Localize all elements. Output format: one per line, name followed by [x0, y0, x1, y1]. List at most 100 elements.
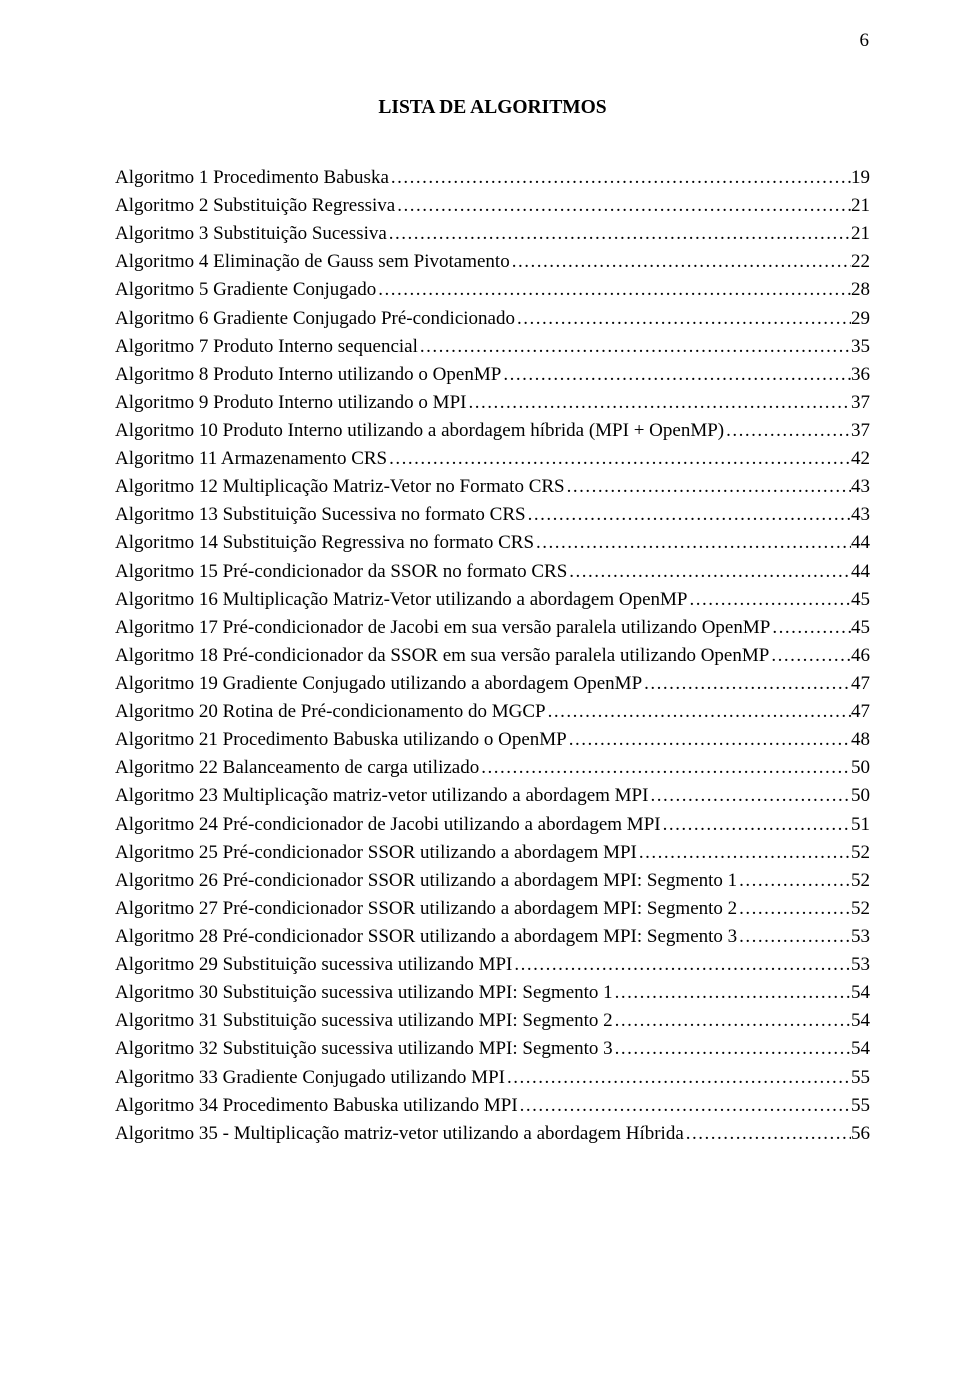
toc-dot-leader: ........................................…: [567, 558, 851, 586]
toc-entry-label: Algoritmo 24 Pré-condicionador de Jacobi…: [115, 811, 661, 839]
toc-dot-leader: ........................................…: [376, 276, 851, 304]
toc-entry: Algoritmo 13 Substituição Sucessiva no f…: [115, 501, 870, 529]
toc-entry: Algoritmo 10 Produto Interno utilizando …: [115, 417, 870, 445]
toc-entry: Algoritmo 2 Substituição Regressiva.....…: [115, 192, 870, 220]
toc-entry: Algoritmo 18 Pré-condicionador da SSOR e…: [115, 642, 870, 670]
toc-entry-page: 36: [851, 361, 870, 389]
toc-dot-leader: ........................................…: [637, 839, 851, 867]
toc-dot-leader: ........................................…: [510, 248, 851, 276]
toc-dot-leader: ........................................…: [418, 333, 851, 361]
toc-entry-page: 54: [851, 1007, 870, 1035]
toc-entry-page: 46: [851, 642, 870, 670]
toc-dot-leader: ........................................…: [565, 473, 851, 501]
toc-entry-label: Algoritmo 20 Rotina de Pré-condicionamen…: [115, 698, 546, 726]
toc-entry-label: Algoritmo 33 Gradiente Conjugado utiliza…: [115, 1064, 505, 1092]
toc-entry: Algoritmo 11 Armazenamento CRS..........…: [115, 445, 870, 473]
toc-dot-leader: ........................................…: [724, 417, 851, 445]
toc-entry-label: Algoritmo 34 Procedimento Babuska utiliz…: [115, 1092, 518, 1120]
toc-dot-leader: ........................................…: [387, 220, 851, 248]
toc-entry: Algoritmo 21 Procedimento Babuska utiliz…: [115, 726, 870, 754]
toc-entry-label: Algoritmo 32 Substituição sucessiva util…: [115, 1035, 613, 1063]
toc-entry: Algoritmo 6 Gradiente Conjugado Pré-cond…: [115, 305, 870, 333]
toc-dot-leader: ........................................…: [389, 164, 851, 192]
toc-entry-page: 53: [851, 923, 870, 951]
toc-entry-label: Algoritmo 10 Produto Interno utilizando …: [115, 417, 724, 445]
toc-entry-label: Algoritmo 28 Pré-condicionador SSOR util…: [115, 923, 737, 951]
toc-dot-leader: ........................................…: [688, 586, 852, 614]
toc-dot-leader: ........................................…: [466, 389, 851, 417]
toc-entry-label: Algoritmo 25 Pré-condicionador SSOR util…: [115, 839, 637, 867]
toc-entry-page: 53: [851, 951, 870, 979]
toc-entry-label: Algoritmo 14 Substituição Regressiva no …: [115, 529, 534, 557]
toc-entry-page: 51: [851, 811, 870, 839]
toc-dot-leader: ........................................…: [737, 923, 851, 951]
toc-entry-page: 19: [851, 164, 870, 192]
toc-entry-label: Algoritmo 6 Gradiente Conjugado Pré-cond…: [115, 305, 515, 333]
toc-entry: Algoritmo 31 Substituição sucessiva util…: [115, 1007, 870, 1035]
toc-dot-leader: ........................................…: [518, 1092, 851, 1120]
toc-title: LISTA DE ALGORITMOS: [115, 97, 870, 119]
toc-dot-leader: ........................................…: [770, 614, 851, 642]
toc-entry-page: 43: [851, 501, 870, 529]
toc-entry: Algoritmo 22 Balanceamento de carga util…: [115, 754, 870, 782]
toc-entry: Algoritmo 30 Substituição sucessiva util…: [115, 979, 870, 1007]
toc-entry: Algoritmo 12 Multiplicação Matriz-Vetor …: [115, 473, 870, 501]
toc-entry-page: 44: [851, 558, 870, 586]
toc-entry: Algoritmo 14 Substituição Regressiva no …: [115, 529, 870, 557]
toc-entry-label: Algoritmo 17 Pré-condicionador de Jacobi…: [115, 614, 770, 642]
toc-entry-label: Algoritmo 29 Substituição sucessiva util…: [115, 951, 512, 979]
toc-entry: Algoritmo 17 Pré-condicionador de Jacobi…: [115, 614, 870, 642]
toc-entry: Algoritmo 7 Produto Interno sequencial..…: [115, 333, 870, 361]
toc-entry: Algoritmo 1 Procedimento Babuska........…: [115, 164, 870, 192]
toc-entry: Algoritmo 25 Pré-condicionador SSOR util…: [115, 839, 870, 867]
toc-entry-label: Algoritmo 2 Substituição Regressiva: [115, 192, 395, 220]
toc-entry-page: 44: [851, 529, 870, 557]
toc-entry-label: Algoritmo 9 Produto Interno utilizando o…: [115, 389, 466, 417]
toc-entry-label: Algoritmo 13 Substituição Sucessiva no f…: [115, 501, 526, 529]
toc-entry-page: 54: [851, 979, 870, 1007]
toc-entry-label: Algoritmo 18 Pré-condicionador da SSOR e…: [115, 642, 769, 670]
toc-entry-label: Algoritmo 7 Produto Interno sequencial: [115, 333, 418, 361]
toc-entry: Algoritmo 19 Gradiente Conjugado utiliza…: [115, 670, 870, 698]
toc-entry-label: Algoritmo 31 Substituição sucessiva util…: [115, 1007, 613, 1035]
toc-dot-leader: ........................................…: [642, 670, 851, 698]
toc-dot-leader: ........................................…: [684, 1120, 851, 1148]
toc-entry-page: 45: [851, 614, 870, 642]
toc-entry-label: Algoritmo 21 Procedimento Babuska utiliz…: [115, 726, 567, 754]
toc-entry-label: Algoritmo 30 Substituição sucessiva util…: [115, 979, 613, 1007]
toc-entry-label: Algoritmo 12 Multiplicação Matriz-Vetor …: [115, 473, 565, 501]
toc-dot-leader: ........................................…: [501, 361, 851, 389]
toc-dot-leader: ........................................…: [395, 192, 851, 220]
toc-entry: Algoritmo 33 Gradiente Conjugado utiliza…: [115, 1064, 870, 1092]
toc-dot-leader: ........................................…: [526, 501, 851, 529]
toc-entry-label: Algoritmo 23 Multiplicação matriz-vetor …: [115, 782, 648, 810]
toc-entry-page: 42: [851, 445, 870, 473]
toc-entry-page: 29: [851, 305, 870, 333]
toc-entry: Algoritmo 29 Substituição sucessiva util…: [115, 951, 870, 979]
toc-entry-page: 50: [851, 782, 870, 810]
toc-entry-page: 37: [851, 389, 870, 417]
toc-entry: Algoritmo 23 Multiplicação matriz-vetor …: [115, 782, 870, 810]
toc-entry-label: Algoritmo 11 Armazenamento CRS: [115, 445, 387, 473]
toc-entry-page: 43: [851, 473, 870, 501]
toc-entry: Algoritmo 15 Pré-condicionador da SSOR n…: [115, 558, 870, 586]
toc-entry: Algoritmo 26 Pré-condicionador SSOR util…: [115, 867, 870, 895]
toc-entry: Algoritmo 20 Rotina de Pré-condicionamen…: [115, 698, 870, 726]
toc-entry-page: 54: [851, 1035, 870, 1063]
toc-entry-page: 55: [851, 1064, 870, 1092]
toc-entry-page: 21: [851, 192, 870, 220]
toc-entry: Algoritmo 3 Substituição Sucessiva......…: [115, 220, 870, 248]
toc-entry-label: Algoritmo 15 Pré-condicionador da SSOR n…: [115, 558, 567, 586]
toc-dot-leader: ........................................…: [505, 1064, 851, 1092]
toc-dot-leader: ........................................…: [613, 979, 851, 1007]
toc-entry-page: 45: [851, 586, 870, 614]
toc-dot-leader: ........................................…: [661, 811, 851, 839]
toc-entry-page: 21: [851, 220, 870, 248]
toc-entry: Algoritmo 4 Eliminação de Gauss sem Pivo…: [115, 248, 870, 276]
toc-entry: Algoritmo 27 Pré-condicionador SSOR util…: [115, 895, 870, 923]
toc-entry-page: 28: [851, 276, 870, 304]
toc-entry: Algoritmo 24 Pré-condicionador de Jacobi…: [115, 811, 870, 839]
toc-dot-leader: ........................................…: [613, 1035, 851, 1063]
toc-entry-page: 47: [851, 698, 870, 726]
toc-entry-label: Algoritmo 19 Gradiente Conjugado utiliza…: [115, 670, 642, 698]
